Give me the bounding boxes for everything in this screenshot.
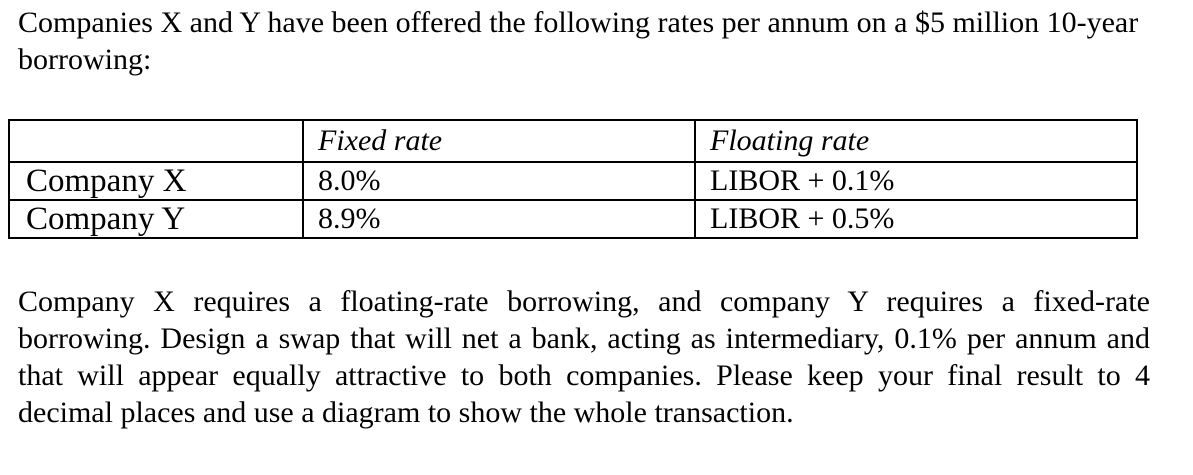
intro-paragraph: Companies X and Y have been offered the … <box>18 6 1139 76</box>
table-header-row: Fixed rate Floating rate <box>8 119 1138 163</box>
floating-rate-cell: LIBOR + 0.1% <box>694 161 1138 201</box>
header-fixed-rate: Fixed rate <box>302 119 696 163</box>
header-empty-cell <box>8 119 304 163</box>
table-row: Company Y 8.9% LIBOR + 0.5% <box>8 199 1138 239</box>
fixed-rate-cell: 8.9% <box>302 199 696 239</box>
table-row: Company X 8.0% LIBOR + 0.1% <box>8 161 1138 201</box>
question-paragraph: Company X requires a floating-rate borro… <box>18 285 1150 429</box>
rates-table: Fixed rate Floating rate Company X 8.0% … <box>8 119 1138 239</box>
company-name-cell: Company X <box>8 161 304 201</box>
floating-rate-cell: LIBOR + 0.5% <box>694 199 1138 239</box>
company-name-cell: Company Y <box>8 199 304 239</box>
fixed-rate-cell: 8.0% <box>302 161 696 201</box>
header-floating-rate: Floating rate <box>694 119 1138 163</box>
